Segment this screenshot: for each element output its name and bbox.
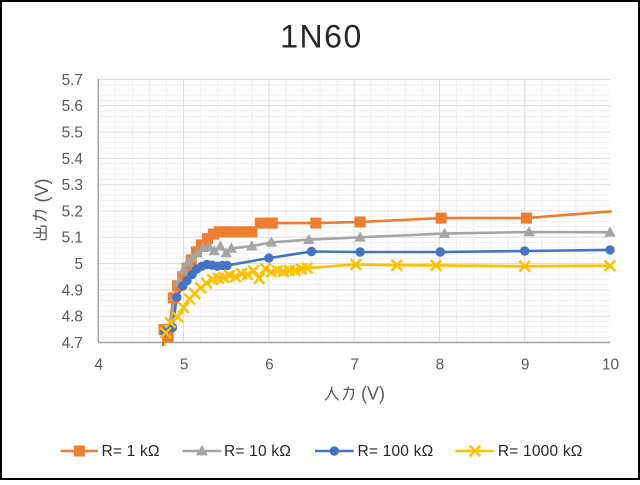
svg-text:7: 7 <box>350 357 359 374</box>
svg-text:5.1: 5.1 <box>62 230 83 247</box>
svg-text:4.7: 4.7 <box>62 335 83 352</box>
svg-text:R= 100 kΩ: R= 100 kΩ <box>358 443 434 460</box>
svg-text:6: 6 <box>265 357 274 374</box>
svg-text:5.3: 5.3 <box>62 177 83 194</box>
svg-text:5.4: 5.4 <box>62 151 84 168</box>
svg-text:4.8: 4.8 <box>62 309 83 326</box>
svg-text:4.9: 4.9 <box>62 282 83 299</box>
svg-text:5.6: 5.6 <box>62 98 83 115</box>
svg-text:1N60: 1N60 <box>280 19 363 55</box>
svg-text:R= 1 kΩ: R= 1 kΩ <box>102 443 160 460</box>
svg-text:5.7: 5.7 <box>62 72 83 89</box>
svg-text:5: 5 <box>74 256 83 273</box>
svg-text:5.5: 5.5 <box>62 125 83 142</box>
svg-text:(V): (V) <box>32 179 52 203</box>
svg-text:R= 1000 kΩ: R= 1000 kΩ <box>498 443 583 460</box>
svg-text:5.2: 5.2 <box>62 203 83 220</box>
svg-text:9: 9 <box>521 357 530 374</box>
svg-text:8: 8 <box>436 357 445 374</box>
svg-text:R= 10 kΩ: R= 10 kΩ <box>224 443 291 460</box>
svg-text:(V): (V) <box>361 384 385 404</box>
svg-text:5: 5 <box>180 357 189 374</box>
svg-text:4: 4 <box>95 357 104 374</box>
svg-text:10: 10 <box>602 357 619 374</box>
